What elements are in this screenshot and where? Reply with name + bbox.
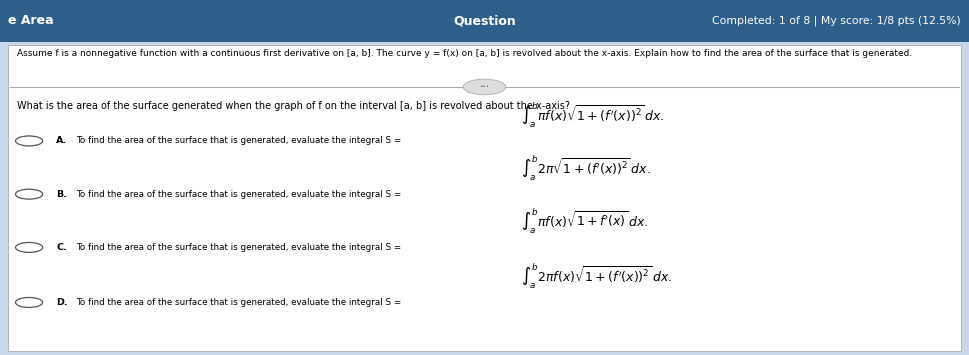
Text: e Area: e Area <box>8 15 53 27</box>
Text: To find the area of the surface that is generated, evaluate the integral S =: To find the area of the surface that is … <box>76 298 401 307</box>
Text: $\int_{a}^{b} \pi f(x)\sqrt{1+f'(x)}\, dx.$: $\int_{a}^{b} \pi f(x)\sqrt{1+f'(x)}\, d… <box>521 206 648 235</box>
Text: What is the area of the surface generated when the graph of f on the interval [a: What is the area of the surface generate… <box>17 101 571 111</box>
Text: •••: ••• <box>480 84 489 89</box>
FancyBboxPatch shape <box>0 0 969 42</box>
Text: $\int_{a}^{b} \pi f(x)\sqrt{1+(f'(x))^2}\, dx.$: $\int_{a}^{b} \pi f(x)\sqrt{1+(f'(x))^2}… <box>521 100 665 129</box>
Text: A.: A. <box>56 136 68 146</box>
Text: Assume f is a nonnegative function with a continuous first derivative on [a, b].: Assume f is a nonnegative function with … <box>17 49 913 58</box>
Text: Completed: 1 of 8 | My score: 1/8 pts (12.5%): Completed: 1 of 8 | My score: 1/8 pts (1… <box>712 16 961 26</box>
Text: To find the area of the surface that is generated, evaluate the integral S =: To find the area of the surface that is … <box>76 243 401 252</box>
Circle shape <box>463 79 506 95</box>
Text: $\int_{a}^{b} 2\pi f(x)\sqrt{1+(f'(x))^2}\, dx.$: $\int_{a}^{b} 2\pi f(x)\sqrt{1+(f'(x))^2… <box>521 261 672 290</box>
Text: D.: D. <box>56 298 68 307</box>
Text: B.: B. <box>56 190 67 199</box>
Circle shape <box>16 136 43 146</box>
Circle shape <box>16 189 43 199</box>
Circle shape <box>16 297 43 307</box>
Text: $\int_{a}^{b} 2\pi \sqrt{1+(f'(x))^2}\, dx.$: $\int_{a}^{b} 2\pi \sqrt{1+(f'(x))^2}\, … <box>521 153 651 182</box>
Text: C.: C. <box>56 243 67 252</box>
Text: To find the area of the surface that is generated, evaluate the integral S =: To find the area of the surface that is … <box>76 190 401 199</box>
Text: Question: Question <box>453 15 516 27</box>
Text: To find the area of the surface that is generated, evaluate the integral S =: To find the area of the surface that is … <box>76 136 401 146</box>
FancyBboxPatch shape <box>8 45 961 351</box>
Circle shape <box>16 242 43 252</box>
